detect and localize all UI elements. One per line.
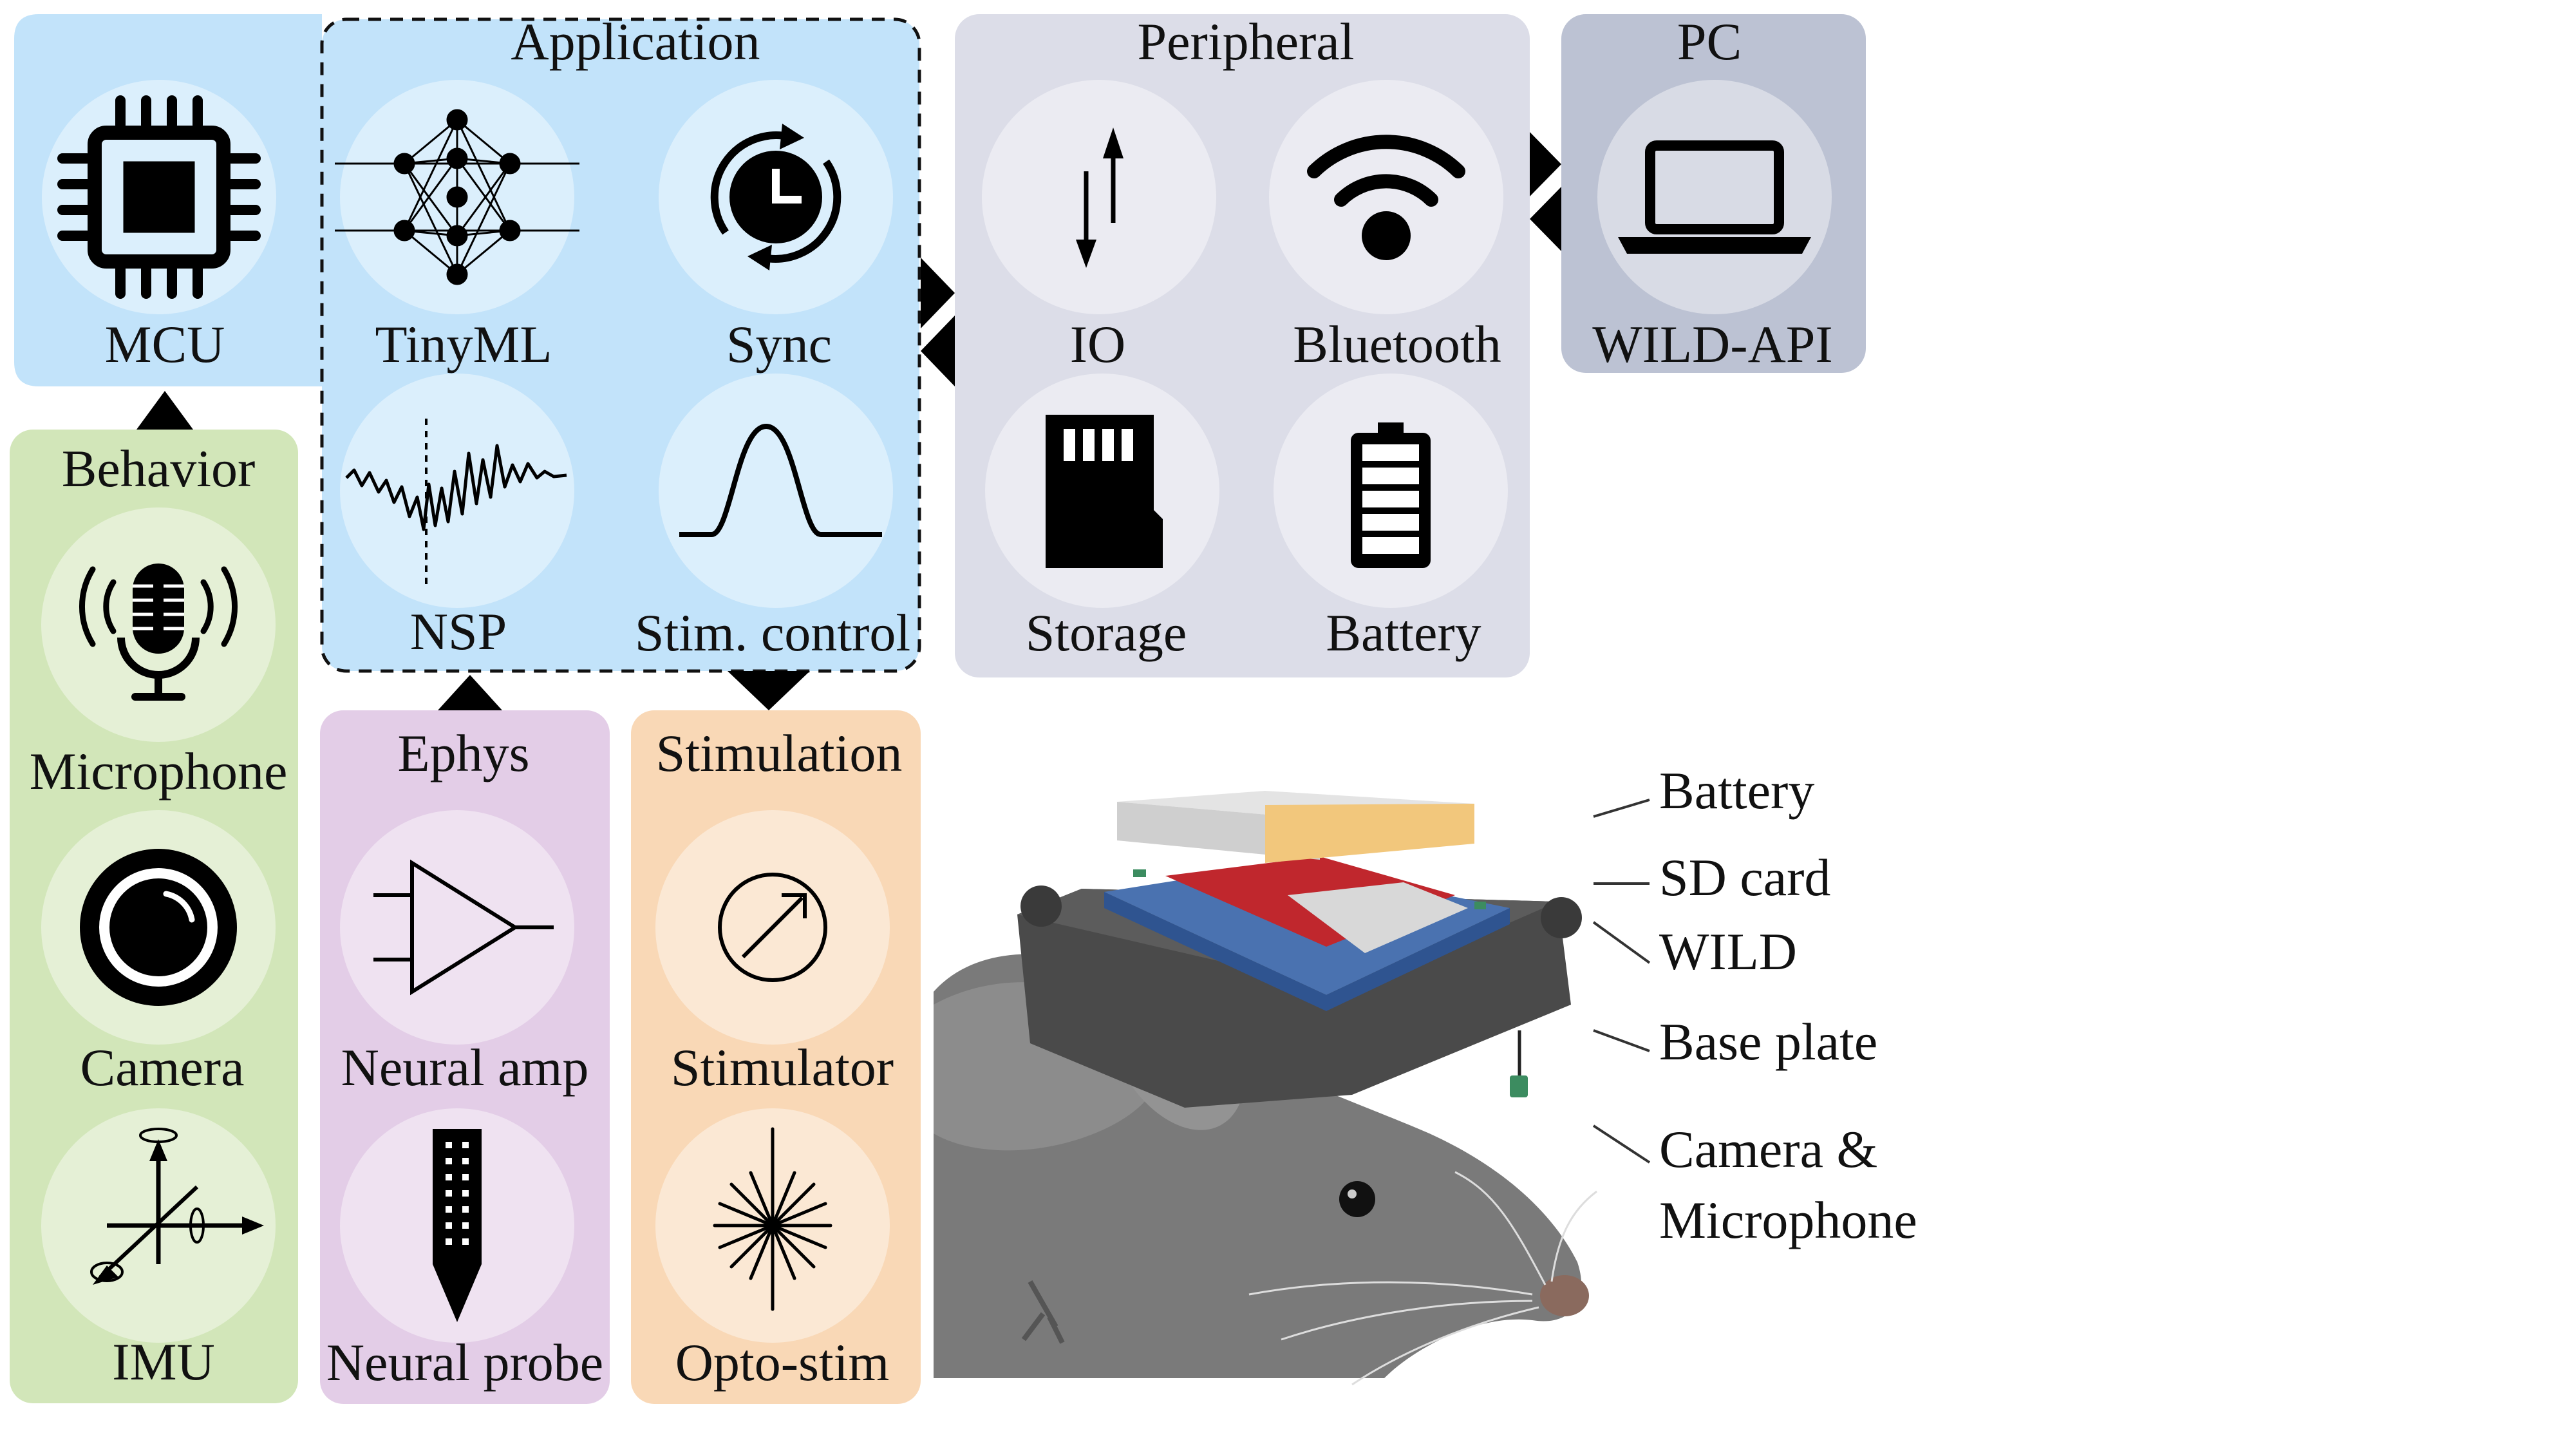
nsp-label: NSP: [410, 602, 507, 661]
stimulation-panel: [631, 710, 921, 1404]
callout-camera-line1: Camera &: [1659, 1120, 1877, 1179]
peripheral-title: Peripheral: [1138, 12, 1355, 71]
battery-label: Battery: [1326, 603, 1481, 662]
stimulator-label: Stimulator: [671, 1038, 894, 1097]
clock-sync-icon: [710, 124, 841, 270]
arrow-behavior-to-mcu: [136, 391, 193, 430]
arrow-application-to-stimulation: [728, 671, 810, 710]
wireless-icon: [1307, 135, 1465, 260]
io-label: IO: [1070, 315, 1126, 374]
opto-stim-label: Opto-stim: [675, 1333, 890, 1392]
imu-axes-icon: [90, 1128, 264, 1285]
neural-probe-icon: [433, 1129, 482, 1322]
behavior-title: Behavior: [62, 439, 256, 498]
storage-label: Storage: [1026, 603, 1187, 662]
laptop-icon: [1618, 140, 1811, 254]
neural-network-icon: [335, 109, 579, 285]
battery-icon: [1351, 422, 1431, 568]
callout-leaders: [1592, 799, 1651, 1164]
callout-battery: Battery: [1659, 761, 1814, 820]
camera-lens-icon: [80, 849, 237, 1006]
ephys-title: Ephys: [398, 724, 530, 782]
tinyml-label: TinyML: [375, 315, 552, 374]
mouse-nose: [1540, 1275, 1589, 1316]
arrow-peripheral-to-pc: [1530, 132, 1561, 196]
pcb-component: [1474, 902, 1486, 909]
mouse-front-paw: [1021, 1280, 1065, 1344]
mouse-whiskers: [1248, 1171, 1597, 1386]
sd-card-icon: [1046, 415, 1163, 568]
amplifier-icon: [373, 859, 554, 996]
neural-signal-icon: [345, 419, 567, 586]
neural-probe-label: Neural probe: [326, 1333, 603, 1392]
wild-api-label: WILD-API: [1592, 315, 1832, 374]
microphone-icon: [79, 564, 238, 701]
ephys-panel: [320, 710, 610, 1404]
pcb-component: [1133, 869, 1146, 877]
arrow-pc-to-peripheral: [1530, 187, 1561, 251]
neural-amp-label: Neural amp: [341, 1038, 589, 1097]
sd-card-slot: [1288, 882, 1468, 953]
stim-control-label: Stim. control: [635, 603, 910, 662]
mouse-eye-highlight: [1348, 1189, 1357, 1198]
base-plate-mount-left: [1020, 886, 1062, 927]
stimulator-icon: [718, 873, 827, 982]
stimulation-title: Stimulation: [656, 724, 903, 782]
chip-icon: [57, 95, 261, 299]
pulse-waveform-icon: [679, 423, 882, 537]
microphone-label: Microphone: [30, 742, 288, 800]
base-plate-mount-right: [1541, 897, 1582, 938]
callout-base-plate: Base plate: [1659, 1012, 1877, 1071]
callout-sd-card: SD card: [1659, 848, 1830, 907]
camera-label: Camera: [80, 1038, 245, 1097]
pc-panel: [1561, 14, 1866, 373]
io-arrows-icon: [1076, 128, 1123, 268]
mcu-label: MCU: [105, 315, 225, 374]
arrow-peripheral-to-application: [921, 316, 955, 386]
bluetooth-label: Bluetooth: [1293, 315, 1501, 374]
pc-title: PC: [1677, 12, 1742, 71]
light-burst-icon: [713, 1127, 832, 1311]
wild-pcb-edge: [1104, 892, 1510, 1011]
imu-label: IMU: [112, 1332, 214, 1391]
application-title: Application: [511, 12, 760, 71]
arrow-ephys-to-application: [438, 675, 502, 710]
battery-block-right: [1265, 804, 1474, 863]
mouse-eye: [1339, 1181, 1375, 1217]
camera-module: [1510, 1075, 1528, 1097]
headstage-stack: [1017, 791, 1582, 1108]
callout-wild: WILD: [1659, 922, 1797, 981]
arrow-application-to-peripheral: [921, 258, 955, 328]
callout-camera-line2: Microphone: [1659, 1191, 1917, 1249]
connector-arrows: [136, 132, 1561, 710]
sync-label: Sync: [726, 315, 832, 374]
